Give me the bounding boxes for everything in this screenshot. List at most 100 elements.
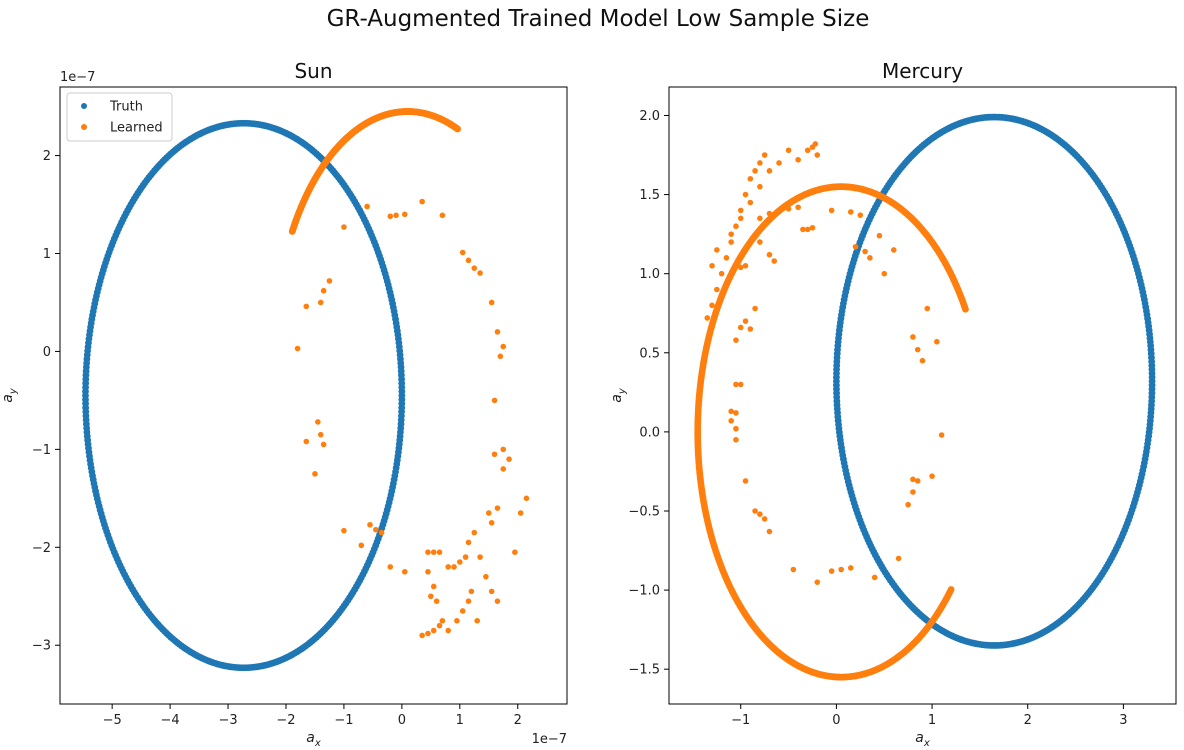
learned-point bbox=[439, 617, 446, 624]
learned-point bbox=[425, 549, 431, 555]
learned-point bbox=[790, 566, 797, 573]
x-tick-label: 2 bbox=[514, 713, 522, 728]
figure-title: GR-Augmented Trained Model Low Sample Si… bbox=[327, 6, 870, 32]
learned-point bbox=[488, 588, 495, 595]
learned-point bbox=[320, 441, 327, 448]
x-tick-label: 3 bbox=[1119, 713, 1127, 728]
learned-point bbox=[847, 209, 854, 215]
y-tick-label: −3 bbox=[32, 639, 51, 654]
learned-point bbox=[838, 566, 844, 573]
y-tick-label: −2 bbox=[32, 541, 51, 556]
legend-marker bbox=[81, 103, 87, 109]
learned-point bbox=[814, 152, 821, 158]
learned-point bbox=[728, 239, 734, 245]
learned-point bbox=[747, 199, 754, 206]
learned-point bbox=[800, 226, 806, 233]
legend-label: Learned bbox=[110, 121, 163, 136]
truth-point bbox=[398, 396, 406, 403]
learned-point bbox=[742, 478, 749, 484]
x-tick-label: 1 bbox=[456, 713, 464, 728]
learned-point bbox=[341, 224, 347, 230]
learned-point bbox=[465, 257, 472, 264]
learned-point bbox=[462, 554, 469, 560]
learned-point bbox=[485, 510, 492, 516]
learned-point bbox=[857, 212, 864, 218]
x-tick-label: −4 bbox=[161, 713, 180, 728]
learned-point bbox=[757, 160, 763, 166]
learned-point bbox=[491, 397, 498, 404]
legend: Truth Learned bbox=[66, 92, 173, 142]
y-tick-label: 2 bbox=[43, 149, 51, 164]
x-tick-label: −1 bbox=[731, 713, 750, 728]
learned-point bbox=[474, 617, 480, 624]
learned-point bbox=[488, 299, 495, 306]
learned-point bbox=[895, 555, 902, 562]
y-tick-label: 0.0 bbox=[639, 425, 660, 440]
learned-point bbox=[910, 489, 916, 495]
learned-point bbox=[428, 593, 434, 600]
learned-point bbox=[737, 215, 744, 222]
learned-point bbox=[454, 617, 460, 624]
learned-point bbox=[320, 287, 327, 294]
axes-frame bbox=[59, 86, 568, 705]
learned-point bbox=[497, 353, 504, 360]
x-tick-label: −3 bbox=[218, 713, 237, 728]
y-axis-label: ay bbox=[0, 387, 19, 403]
learned-point bbox=[733, 223, 739, 230]
learned-point bbox=[401, 211, 408, 218]
y-offset-text: 1e−7 bbox=[60, 70, 95, 85]
learned-point bbox=[733, 381, 739, 388]
learned-point bbox=[757, 239, 763, 245]
learned-point bbox=[419, 632, 425, 639]
learned-point bbox=[733, 410, 739, 416]
learned-point bbox=[814, 579, 821, 585]
learned-point bbox=[828, 568, 835, 574]
panel-title: Sun bbox=[294, 59, 332, 83]
learned-point bbox=[795, 204, 801, 211]
learned-point bbox=[704, 315, 711, 321]
y-tick-label: −0.5 bbox=[628, 504, 660, 519]
plot-marks bbox=[82, 108, 530, 672]
learned-point bbox=[881, 270, 888, 277]
learned-point bbox=[938, 432, 945, 438]
learned-point bbox=[757, 215, 763, 222]
y-tick-label: 0.5 bbox=[639, 346, 660, 361]
plot-area bbox=[669, 87, 1176, 704]
learned-point bbox=[430, 627, 437, 634]
y-tick-label: 1.5 bbox=[639, 188, 660, 203]
learned-point bbox=[809, 225, 816, 231]
learned-point bbox=[804, 226, 811, 233]
y-tick-label: 0 bbox=[43, 345, 51, 360]
learned-point bbox=[742, 318, 749, 324]
learned-point bbox=[364, 203, 370, 210]
learned-point bbox=[477, 554, 483, 560]
learned-point bbox=[317, 299, 324, 306]
learned-point bbox=[445, 627, 452, 634]
learned-point bbox=[776, 207, 782, 214]
learned-point bbox=[488, 520, 495, 526]
learned-point bbox=[500, 343, 507, 350]
learned-point bbox=[477, 270, 483, 276]
learned-point bbox=[747, 326, 754, 332]
learned-point bbox=[517, 510, 524, 516]
learned-point bbox=[723, 255, 730, 261]
learned-point bbox=[459, 608, 466, 614]
y-tick-label: −1 bbox=[32, 443, 51, 458]
learned-point bbox=[430, 549, 437, 555]
y-tick-label: −1.5 bbox=[628, 663, 660, 678]
learned-point bbox=[785, 147, 792, 154]
learned-point bbox=[847, 565, 854, 571]
learned-point bbox=[733, 425, 739, 432]
learned-point bbox=[752, 168, 758, 174]
x-tick-label: −2 bbox=[276, 713, 295, 728]
learned-point bbox=[761, 516, 768, 522]
x-tick-label: 0 bbox=[398, 713, 406, 728]
learned-point bbox=[465, 539, 472, 546]
learned-point bbox=[876, 232, 883, 239]
learned-point bbox=[430, 583, 437, 590]
learned-point bbox=[387, 564, 394, 570]
legend-marker bbox=[81, 124, 87, 130]
learned-point bbox=[737, 264, 744, 271]
learned-point bbox=[924, 305, 931, 312]
learned-point bbox=[317, 431, 324, 438]
